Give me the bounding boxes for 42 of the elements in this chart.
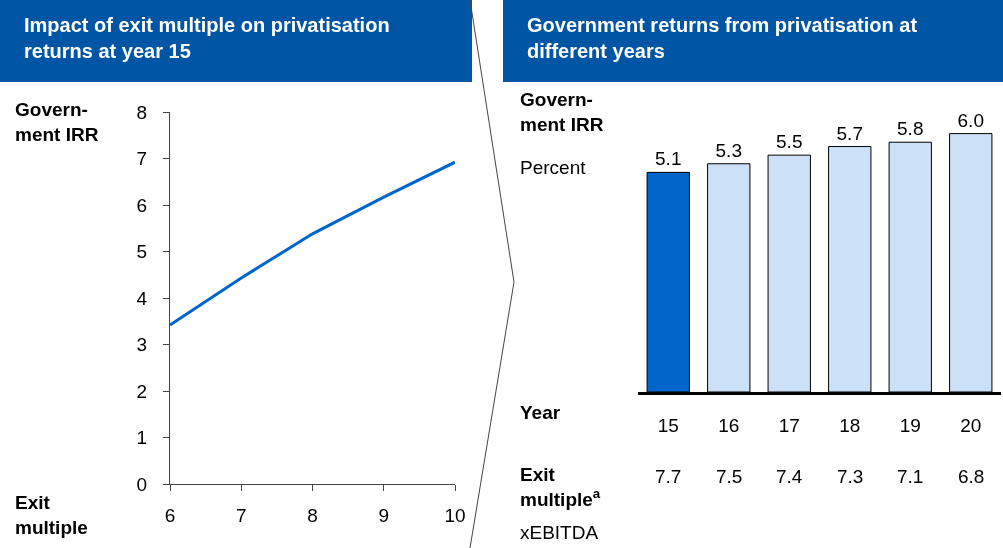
text: Percent xyxy=(520,157,587,178)
data-label: 6.0 xyxy=(957,109,984,131)
text: 7.4 xyxy=(776,466,803,487)
y-tick-label: 5 xyxy=(136,241,148,263)
chart-title: Impact of exit multiple on privatisation returns at year 15 xyxy=(0,0,472,82)
y-tick-label: 2 xyxy=(136,380,148,402)
y-axis-title: Govern-ment IRR xyxy=(520,89,604,135)
line-series xyxy=(170,160,455,327)
text: 7.7 xyxy=(655,466,682,487)
y-tick-label: 3 xyxy=(136,334,148,356)
data-label: 5.8 xyxy=(897,118,924,140)
text: 7.5 xyxy=(716,466,743,487)
x-tick-label: 17 xyxy=(778,414,800,436)
x-tick-label: 20 xyxy=(960,414,982,436)
data-label: 5.5 xyxy=(776,131,803,153)
data-label: 5.3 xyxy=(715,139,742,161)
text: 7.3 xyxy=(837,466,864,487)
x-tick-label: 16 xyxy=(718,414,740,436)
y-tick-label: 0 xyxy=(136,473,148,495)
x-tick-label: 7 xyxy=(235,504,247,526)
text: 7.1 xyxy=(897,466,924,487)
x-tick-label: 18 xyxy=(839,414,861,436)
y-tick-label: 1 xyxy=(136,427,148,449)
y-tick-label: 7 xyxy=(136,148,148,170)
x-tick-label: 9 xyxy=(378,504,390,526)
y-tick-label: 4 xyxy=(136,287,148,309)
text: 6.8 xyxy=(958,466,985,487)
text: Exit multiple$^{a}$ xyxy=(520,464,601,510)
text: xEBITDA xyxy=(520,522,599,543)
x-axis-title: Year xyxy=(520,402,561,423)
chart-title: Government returns from privatisation at different years xyxy=(503,0,1003,82)
x-tick-label: 10 xyxy=(444,504,466,526)
y-tick-label: 8 xyxy=(136,101,148,123)
x-tick-label: 8 xyxy=(307,504,318,526)
data-label: 5.7 xyxy=(836,122,863,144)
x-axis-title: Exit multiple xyxy=(15,492,88,538)
x-tick-label: 19 xyxy=(899,414,921,436)
x-tick-label: 15 xyxy=(657,414,679,436)
y-tick-label: 6 xyxy=(136,194,148,216)
y-axis-title: Govern-ment IRR xyxy=(15,99,99,145)
x-tick-label: 6 xyxy=(164,504,176,526)
data-label: 5.1 xyxy=(655,148,682,170)
